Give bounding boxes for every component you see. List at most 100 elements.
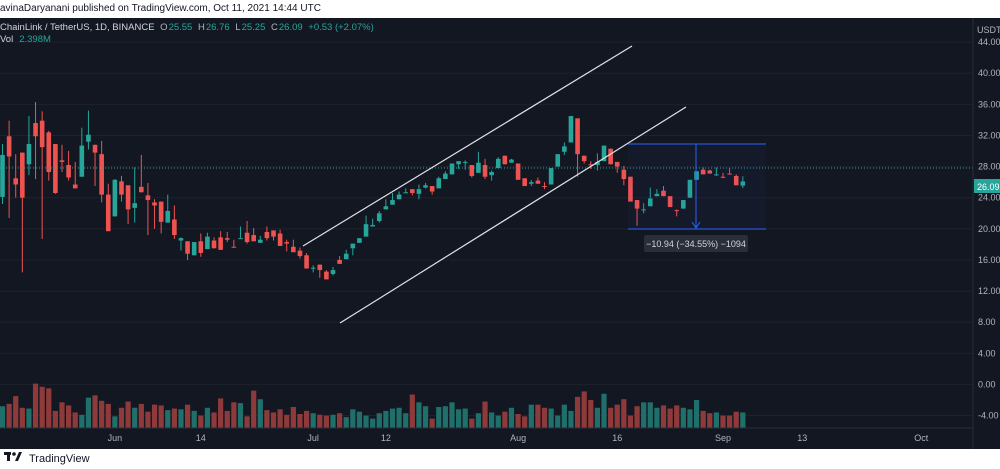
trendline-upper[interactable] <box>302 45 633 247</box>
volume-bar <box>409 394 415 428</box>
candle-body <box>271 230 276 237</box>
volume-bar <box>92 395 98 428</box>
volume-bar <box>79 414 85 428</box>
volume-bar <box>733 411 739 428</box>
candle-body <box>522 178 527 187</box>
volume-bar <box>138 403 144 428</box>
volume-bar <box>383 410 389 428</box>
price-axis[interactable]: USDT 44.00 40.00 36.00 32.00 28.00 24.00 20.00… <box>972 18 1000 449</box>
candle-body <box>694 171 699 180</box>
candle-body <box>641 209 646 211</box>
candle-body <box>46 132 52 173</box>
candle-body <box>667 196 673 208</box>
volume-bar <box>462 408 468 428</box>
volume-bar <box>330 414 336 428</box>
candle-body <box>119 181 124 195</box>
x-tick-label: Jun <box>108 433 123 443</box>
candle-body <box>277 233 283 246</box>
volume-bar <box>171 408 177 428</box>
volume-bar <box>568 410 574 428</box>
volume-bar <box>310 413 316 428</box>
tradingview-logo-icon <box>4 449 24 469</box>
candle-body <box>337 259 342 264</box>
candle-body <box>125 185 131 210</box>
candle-body <box>509 159 514 163</box>
price-range-measure[interactable]: −10.94 (−34.55%) −1094 <box>628 143 766 252</box>
candle-body <box>740 181 746 186</box>
volume-bar <box>720 415 726 428</box>
candle-body <box>53 144 58 194</box>
volume-bar <box>356 411 363 428</box>
volume-bar <box>184 404 191 428</box>
volume-bar <box>224 410 230 428</box>
volume-bar <box>707 413 713 428</box>
candle-body <box>529 182 534 184</box>
candle-body <box>105 194 111 232</box>
volume-bar <box>244 416 250 428</box>
candle-body <box>588 164 594 166</box>
candle-body <box>79 145 85 177</box>
candle-body <box>489 172 494 176</box>
volume-bar <box>290 406 296 428</box>
volume-bar <box>455 409 462 428</box>
volume-bar <box>105 403 111 428</box>
volume-bar <box>191 410 197 428</box>
volume-bar <box>317 414 323 428</box>
y-tick-label: 4.00 <box>978 348 996 358</box>
volume-bar <box>204 407 211 428</box>
open-value: 25.55 <box>168 22 193 33</box>
x-tick-label: Jul <box>307 433 319 443</box>
candle-body <box>310 267 316 269</box>
candle-body <box>224 238 230 240</box>
volume-bar <box>270 412 277 428</box>
volume-bar <box>350 409 356 428</box>
candle-body <box>502 155 508 165</box>
chart-background <box>0 18 1000 449</box>
candle-body <box>0 154 5 197</box>
volume-bar <box>211 412 217 428</box>
last-price-value: 26.09 <box>977 182 1000 192</box>
volume-bar <box>429 418 435 428</box>
volume-bar <box>99 400 105 428</box>
candle-body <box>257 239 263 243</box>
candle-body <box>357 238 362 243</box>
volume-bar <box>422 406 429 428</box>
candle-body <box>555 154 561 167</box>
time-axis[interactable]: Jun14Jul12Aug16Sep13Oct18Nov15 <box>0 427 1000 443</box>
candle-body <box>462 161 468 163</box>
candle-body <box>548 168 554 185</box>
volume-bar <box>198 415 204 428</box>
volume-bar <box>132 407 138 428</box>
volume-bar <box>39 386 45 428</box>
change-value: +0.53 (+2.07%) <box>308 22 374 33</box>
price-chart[interactable]: −10.94 (−34.55%) −1094 USDT 44.00 40.00 36… <box>0 18 1000 449</box>
candle-body <box>707 170 713 174</box>
candle-body <box>449 163 455 175</box>
volume-bar <box>601 393 607 428</box>
candle-body <box>661 190 666 197</box>
candle-body <box>132 203 137 208</box>
y-tick-label: 0.00 <box>978 379 996 389</box>
candle-body <box>614 161 620 167</box>
volume-bar <box>376 413 382 428</box>
close-value: 26.09 <box>278 22 303 33</box>
candle-body <box>581 155 587 162</box>
volume-value: 2.398M <box>19 34 51 45</box>
candle-body <box>403 192 409 194</box>
candle-body <box>687 179 693 198</box>
volume-bar <box>297 413 303 428</box>
chart-legend: ChainLink / TetherUS, 1D, BINANCE O25.55… <box>0 22 374 46</box>
volume-bar <box>515 413 521 428</box>
trendline-lower[interactable] <box>339 106 687 324</box>
candle-body <box>423 185 428 188</box>
volume-bar <box>495 415 501 428</box>
volume-bar <box>555 415 561 428</box>
volume-bar <box>363 415 369 428</box>
candle-body <box>231 246 237 248</box>
x-tick-label: 16 <box>612 433 622 443</box>
volume-bar <box>237 403 244 428</box>
volume-bar <box>469 418 475 428</box>
candle-body <box>416 189 422 194</box>
candle-body <box>99 154 104 195</box>
y-tick-label: 20.00 <box>978 224 1000 234</box>
